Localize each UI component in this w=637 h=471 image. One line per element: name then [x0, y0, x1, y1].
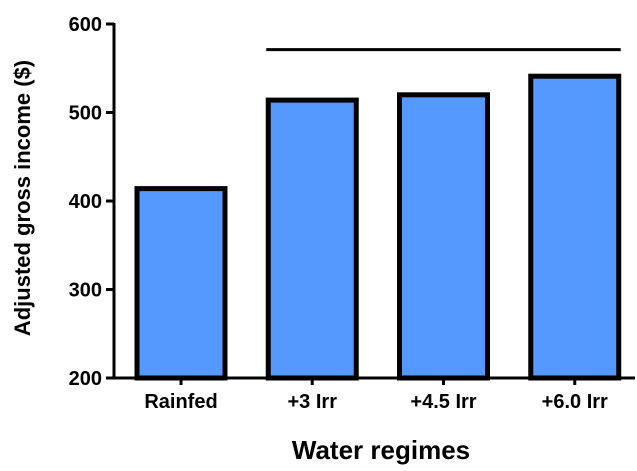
bar-6-0-irr — [528, 73, 622, 381]
y-tick-label: 200 — [69, 368, 102, 390]
y-tick-label: 600 — [69, 14, 102, 36]
bar-rainfed — [134, 186, 228, 381]
x-tick-label: +6.0 Irr — [542, 391, 608, 413]
bar-3-irr — [265, 97, 359, 381]
bar-series — [134, 73, 622, 381]
y-tick-label: 400 — [69, 191, 102, 213]
x-tick-label: +3 Irr — [288, 391, 338, 413]
x-axis-title: Water regimes — [292, 435, 470, 465]
x-tick-label: Rainfed — [144, 391, 217, 413]
x-axis-ticks: Rainfed +3 Irr +4.5 Irr +6.0 Irr — [144, 378, 608, 413]
y-axis-ticks: 200 300 400 500 600 — [69, 14, 114, 390]
bar-4-5-irr — [397, 92, 490, 381]
y-tick-label: 300 — [69, 280, 102, 302]
x-tick-label: +4.5 Irr — [410, 391, 476, 413]
y-axis-title: Adjusted gross income ($) — [10, 60, 35, 336]
y-tick-label: 500 — [69, 103, 102, 125]
